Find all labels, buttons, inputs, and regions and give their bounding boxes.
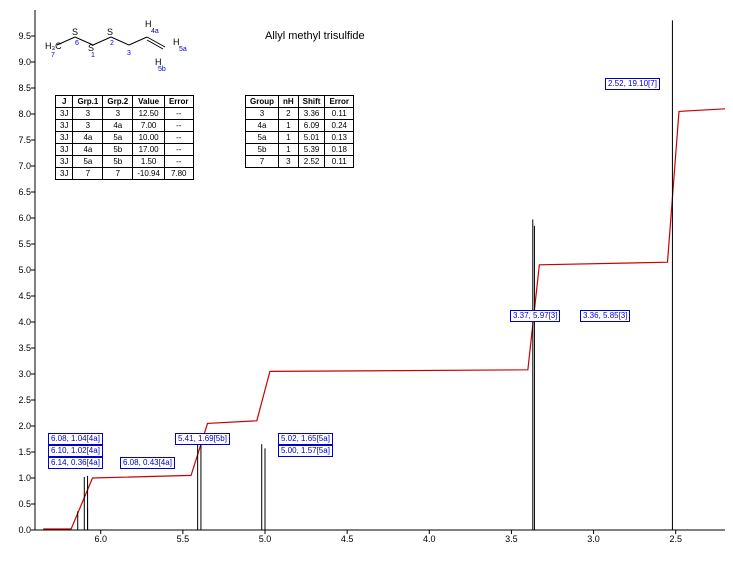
y-tick-label: 1.0 [3,473,31,483]
y-tick-label: 8.0 [3,109,31,119]
peak-label: 6.08, 0.43[4a] [120,457,175,469]
peak-label: 6.14, 0.36[4a] [48,457,103,469]
y-tick-label: 6.5 [3,187,31,197]
svg-text:6: 6 [75,40,79,47]
x-tick-label: 4.0 [423,534,436,544]
peak-label: 6.08, 1.04[4a] [48,433,103,445]
peak-label: 5.41, 1.69[5b] [175,433,230,445]
y-tick-label: 1.5 [3,447,31,457]
compound-title: Allyl methyl trisulfide [265,30,365,42]
y-tick-label: 2.5 [3,395,31,405]
y-tick-label: 3.5 [3,343,31,353]
y-tick-label: 0.0 [3,525,31,535]
svg-text:S: S [72,27,78,37]
y-tick-label: 5.0 [3,265,31,275]
peak-label: 3.36, 5.85[3] [580,310,630,322]
svg-text:1: 1 [91,52,95,59]
y-tick-label: 0.5 [3,499,31,509]
peak-label: 5.02, 1.65[5a] [278,433,333,445]
y-tick-label: 4.5 [3,291,31,301]
shift-table: GroupnHShiftError323.360.114a16.090.245a… [245,95,354,168]
x-tick-label: 6.0 [94,534,107,544]
x-tick-label: 3.5 [505,534,518,544]
peak-label: 3.37, 5.97[3] [510,310,560,322]
svg-text:2: 2 [110,40,114,47]
y-tick-label: 3.0 [3,369,31,379]
j-coupling-table: JGrp.1Grp.2ValueError3J3312.50--3J34a7.0… [55,95,194,180]
y-tick-label: 7.5 [3,135,31,145]
svg-text:3: 3 [127,50,131,57]
y-tick-label: 9.5 [3,31,31,41]
svg-text:S: S [107,27,113,37]
y-tick-label: 9.0 [3,57,31,67]
x-tick-label: 4.5 [341,534,354,544]
peak-label: 5.00, 1.57[5a] [278,445,333,457]
y-tick-label: 5.5 [3,239,31,249]
y-tick-label: 2.0 [3,421,31,431]
y-tick-label: 7.0 [3,161,31,171]
svg-text:5a: 5a [179,46,187,53]
x-tick-label: 2.5 [669,534,682,544]
y-tick-label: 8.5 [3,83,31,93]
x-tick-label: 5.0 [259,534,272,544]
y-tick-label: 6.0 [3,213,31,223]
y-tick-label: 4.0 [3,317,31,327]
peak-label: 2.52, 19.10[7] [605,78,660,90]
x-tick-label: 5.5 [177,534,190,544]
svg-text:4a: 4a [151,28,159,35]
x-tick-label: 3.0 [587,534,600,544]
peak-label: 6.10, 1.02[4a] [48,445,103,457]
svg-text:7: 7 [51,52,55,59]
svg-text:H₃C: H₃C [45,41,62,51]
svg-text:5b: 5b [158,66,166,73]
molecule-structure: H₃C S S S H H H 7 6 1 2 3 4a 5a 5b [45,15,205,75]
